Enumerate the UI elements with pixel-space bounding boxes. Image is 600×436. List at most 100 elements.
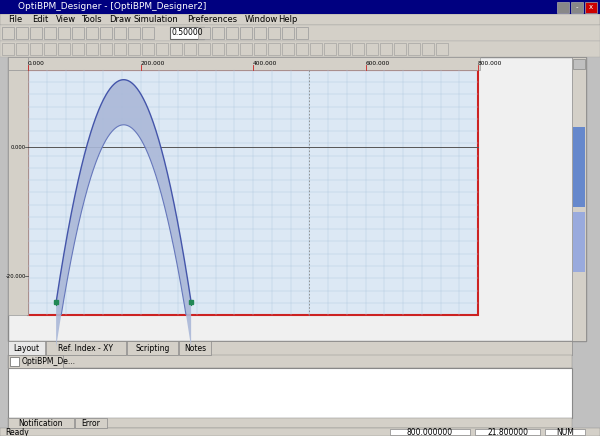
Bar bbox=[100, 27, 112, 39]
Bar bbox=[352, 43, 364, 55]
Bar bbox=[72, 43, 84, 55]
Text: View: View bbox=[56, 15, 77, 24]
Text: Error: Error bbox=[81, 419, 100, 428]
Text: 200.000: 200.000 bbox=[140, 61, 165, 66]
Bar bbox=[114, 43, 126, 55]
Bar bbox=[142, 27, 154, 39]
Text: Tools: Tools bbox=[80, 15, 101, 24]
Bar bbox=[545, 429, 585, 435]
Bar bbox=[212, 43, 224, 55]
Bar bbox=[390, 429, 470, 435]
Text: 400.000: 400.000 bbox=[253, 61, 277, 66]
Bar bbox=[436, 43, 448, 55]
Text: 800.000: 800.000 bbox=[478, 61, 502, 66]
Bar bbox=[338, 43, 350, 55]
Text: Ref. Index - XY: Ref. Index - XY bbox=[58, 344, 113, 352]
Bar bbox=[8, 57, 586, 341]
Bar bbox=[0, 41, 600, 57]
Bar bbox=[86, 27, 98, 39]
Text: Notification: Notification bbox=[19, 419, 63, 428]
Bar bbox=[557, 2, 569, 13]
Bar bbox=[142, 43, 154, 55]
Bar bbox=[30, 27, 42, 39]
Bar bbox=[254, 43, 266, 55]
Bar bbox=[100, 43, 112, 55]
Text: Window: Window bbox=[245, 15, 278, 24]
Bar bbox=[571, 2, 583, 13]
Bar bbox=[128, 27, 140, 39]
Bar bbox=[572, 57, 586, 341]
Bar bbox=[268, 27, 280, 39]
Text: -: - bbox=[576, 4, 578, 10]
Bar bbox=[16, 27, 28, 39]
Text: 0.000: 0.000 bbox=[28, 61, 45, 66]
Bar bbox=[170, 27, 204, 39]
Bar bbox=[573, 212, 585, 272]
Bar bbox=[573, 127, 585, 207]
Text: 21.800000: 21.800000 bbox=[487, 428, 528, 436]
Bar bbox=[58, 27, 70, 39]
Bar bbox=[296, 43, 308, 55]
Bar bbox=[8, 368, 572, 418]
Bar bbox=[408, 43, 420, 55]
Bar bbox=[380, 43, 392, 55]
Bar bbox=[114, 27, 126, 39]
Text: Help: Help bbox=[278, 15, 298, 24]
Bar bbox=[0, 0, 600, 14]
Bar bbox=[585, 2, 597, 13]
Bar bbox=[28, 70, 478, 315]
Bar bbox=[8, 355, 572, 368]
Bar bbox=[184, 43, 196, 55]
Bar bbox=[8, 418, 74, 428]
Bar bbox=[86, 43, 98, 55]
Bar bbox=[324, 43, 336, 55]
Bar bbox=[8, 70, 28, 315]
Text: Ready: Ready bbox=[5, 428, 29, 436]
Bar bbox=[296, 27, 308, 39]
Bar bbox=[2, 27, 14, 39]
Text: OptiBPM_Designer - [OptiBPM_Designer2]: OptiBPM_Designer - [OptiBPM_Designer2] bbox=[18, 3, 206, 11]
Text: Notes: Notes bbox=[184, 344, 206, 352]
Bar bbox=[127, 341, 178, 355]
Bar bbox=[240, 43, 252, 55]
Bar bbox=[2, 43, 14, 55]
Bar bbox=[46, 341, 126, 355]
Text: Draw: Draw bbox=[110, 15, 131, 24]
Bar bbox=[268, 43, 280, 55]
Bar bbox=[44, 27, 56, 39]
Bar bbox=[8, 57, 28, 70]
Bar bbox=[74, 418, 107, 428]
Text: OptiBPM_De...: OptiBPM_De... bbox=[22, 357, 76, 366]
Bar bbox=[8, 418, 572, 428]
Bar bbox=[226, 27, 238, 39]
Text: NUM: NUM bbox=[556, 428, 574, 436]
Text: Scripting: Scripting bbox=[135, 344, 170, 352]
Bar bbox=[366, 43, 378, 55]
Bar bbox=[282, 43, 294, 55]
Bar bbox=[8, 341, 45, 355]
Bar bbox=[72, 27, 84, 39]
Bar bbox=[30, 43, 42, 55]
Bar bbox=[170, 43, 182, 55]
Text: 0.000: 0.000 bbox=[11, 145, 26, 150]
Bar bbox=[475, 429, 540, 435]
Bar bbox=[28, 57, 480, 70]
Bar bbox=[0, 14, 600, 25]
Text: 0.50000: 0.50000 bbox=[171, 28, 203, 37]
Bar bbox=[422, 43, 434, 55]
Text: -20.000: -20.000 bbox=[5, 274, 26, 279]
Bar bbox=[8, 341, 572, 355]
Text: Layout: Layout bbox=[13, 344, 40, 352]
Bar bbox=[226, 43, 238, 55]
Bar bbox=[16, 43, 28, 55]
Bar bbox=[0, 25, 600, 41]
Bar bbox=[44, 43, 56, 55]
Text: 600.000: 600.000 bbox=[365, 61, 390, 66]
Bar bbox=[254, 27, 266, 39]
Bar bbox=[128, 43, 140, 55]
Text: Simulation: Simulation bbox=[134, 15, 179, 24]
Bar bbox=[156, 43, 168, 55]
Bar bbox=[8, 355, 63, 368]
Text: Preferences: Preferences bbox=[187, 15, 237, 24]
Bar bbox=[394, 43, 406, 55]
